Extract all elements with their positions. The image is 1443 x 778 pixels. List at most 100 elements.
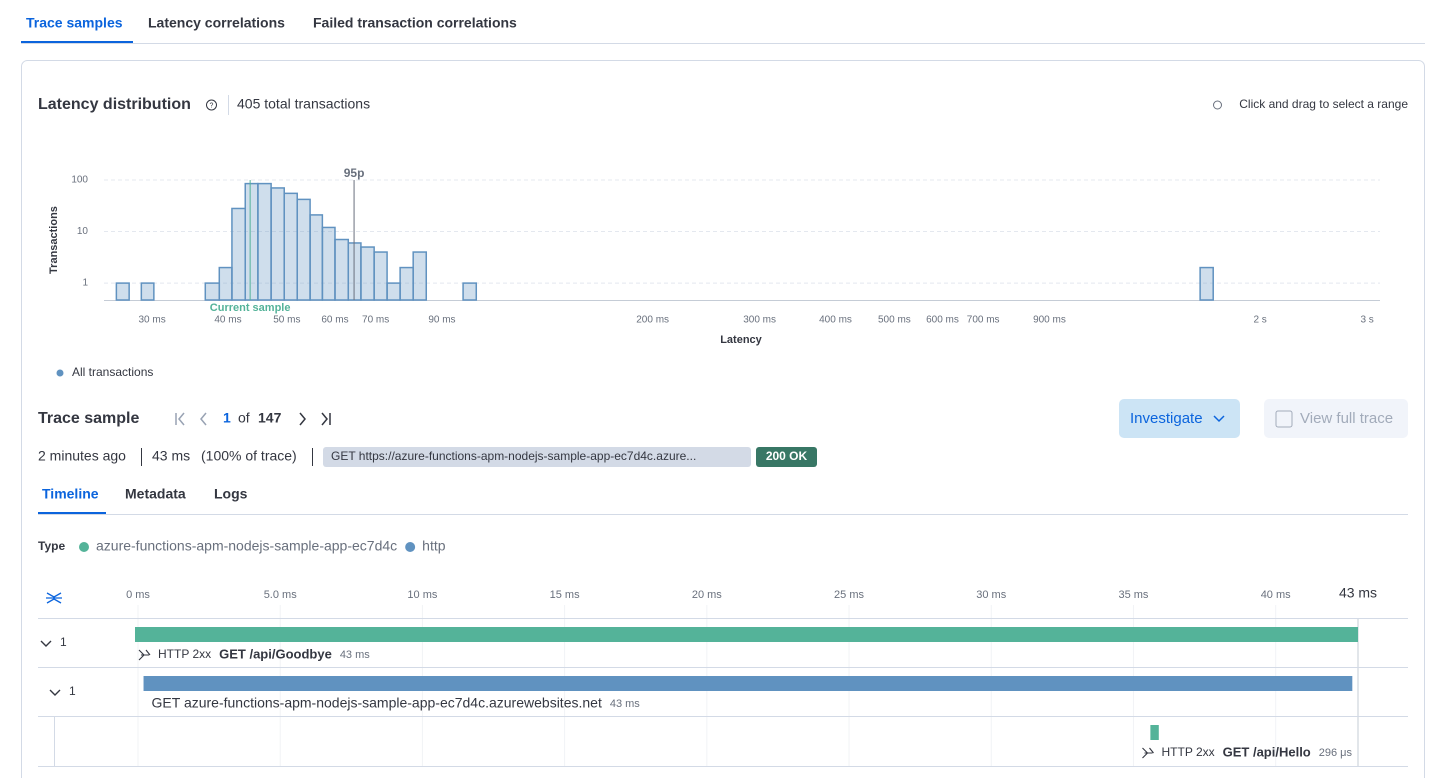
info-icon xyxy=(1213,100,1222,110)
section-title: Latency distribution xyxy=(38,96,191,113)
x-tick-label: 500 ms xyxy=(878,315,911,326)
x-tick-label: 10 ms xyxy=(407,589,437,601)
trace-age: 2 minutes ago xyxy=(38,448,126,464)
histogram-bar xyxy=(347,242,362,301)
histogram-bar xyxy=(309,214,324,301)
x-tick-label: 200 ms xyxy=(636,315,669,326)
type-legend: azure-functions-apm-nodejs-sample-app-ec… xyxy=(79,538,446,554)
child-count: 1 xyxy=(69,684,76,698)
x-tick-label: 30 ms xyxy=(138,315,165,326)
histogram-bar xyxy=(218,266,233,301)
histogram-bar xyxy=(283,192,298,301)
histogram-bar xyxy=(321,226,336,301)
span-name: GET azure-functions-apm-nodejs-sample-ap… xyxy=(152,695,602,711)
button-label: View full trace xyxy=(1300,410,1393,427)
span-bar xyxy=(143,676,1353,691)
x-tick-label: 60 ms xyxy=(321,315,348,326)
y-tick-label: 10 xyxy=(77,226,89,237)
x-tick-label: 2 s xyxy=(1253,315,1266,326)
marker-label: 95p xyxy=(344,166,365,180)
page-count: 147 xyxy=(258,410,282,426)
tab[interactable]: Logs xyxy=(214,486,248,502)
button-label: Investigate xyxy=(1130,410,1203,427)
tab[interactable]: Metadata xyxy=(125,486,186,502)
x-tick-label: 70 ms xyxy=(362,315,389,326)
x-tick-label: 0 ms xyxy=(126,589,150,601)
pagination-icons xyxy=(175,412,331,426)
legend-dot xyxy=(79,542,89,552)
histogram-bar xyxy=(360,246,375,301)
tab[interactable]: Trace samples xyxy=(26,15,123,31)
request-badge xyxy=(323,447,751,467)
x-tick-label: 20 ms xyxy=(692,589,722,601)
hint: Click and drag to select a range xyxy=(1239,97,1408,111)
span-duration: 43 ms xyxy=(610,698,640,710)
help-icon[interactable] xyxy=(206,99,217,111)
histogram: 1 10 100 30 ms 40 ms 50 ms 60 ms 70 ms 90 ms 200 … xyxy=(48,166,1380,379)
x-tick-label: 3 s xyxy=(1360,315,1373,326)
span-duration: 296 μs xyxy=(1319,747,1353,759)
tab[interactable]: Failed transaction correlations xyxy=(313,15,517,31)
legend-label: All transactions xyxy=(72,365,153,379)
x-tick-label: 90 ms xyxy=(428,315,455,326)
histogram-bar xyxy=(204,282,221,301)
x-tick-label: 40 ms xyxy=(1261,589,1291,601)
status: HTTP 2xx xyxy=(1162,745,1215,759)
x-tick-label: 15 ms xyxy=(550,589,580,601)
legend-dot xyxy=(405,542,416,552)
span-bar xyxy=(1150,725,1159,740)
trace-icon xyxy=(1275,410,1293,428)
collapse-icon[interactable] xyxy=(46,592,62,604)
histogram-bar xyxy=(462,282,478,301)
expand-toggle[interactable] xyxy=(49,689,61,696)
tab-underline xyxy=(38,512,106,514)
trace-duration: 43 ms xyxy=(152,448,190,464)
legend-dot xyxy=(56,369,64,377)
view-trace-button[interactable] xyxy=(1264,399,1408,438)
http-icon xyxy=(138,649,151,661)
x-tick-label: 5.0 ms xyxy=(264,589,298,601)
histogram-bar xyxy=(231,207,246,301)
legend-label: http xyxy=(422,538,446,554)
first-page[interactable] xyxy=(175,412,185,426)
expand-toggle[interactable] xyxy=(40,640,52,647)
x-tick-label: 900 ms xyxy=(1033,315,1066,326)
investigate-button[interactable] xyxy=(1119,399,1240,438)
x-tick-label: 30 ms xyxy=(976,589,1006,601)
timeline: 0 ms 5.0 ms 10 ms 15 ms 20 ms 25 ms 30 ms 35 ms… xyxy=(38,585,1408,767)
request-url: GET https://azure-functions-apm-nodejs-s… xyxy=(331,449,696,463)
total-count: 405 total transactions xyxy=(237,96,370,112)
span-name: GET /api/Goodbye xyxy=(219,646,332,661)
panel xyxy=(21,60,1425,778)
x-tick-label: 700 ms xyxy=(967,315,1000,326)
child-count: 1 xyxy=(60,635,67,649)
current-page[interactable]: 1 xyxy=(223,410,231,426)
chevron xyxy=(1213,415,1225,423)
x-tick-label: 25 ms xyxy=(834,589,864,601)
histogram-bar xyxy=(334,238,350,301)
x-tick-label: 400 ms xyxy=(819,315,852,326)
next-page[interactable] xyxy=(299,412,306,426)
http-icon xyxy=(1142,747,1154,759)
page-of: of xyxy=(238,410,250,426)
span-name: GET /api/Hello xyxy=(1223,744,1311,759)
histogram-bar xyxy=(115,282,130,301)
prev-page[interactable] xyxy=(200,412,207,426)
y-tick-label: 100 xyxy=(71,175,88,186)
total-label: 43 ms xyxy=(1339,585,1377,601)
trace-share: (100% of trace) xyxy=(201,448,297,464)
histogram-bar xyxy=(270,187,285,301)
histogram-bar xyxy=(373,251,388,301)
tab[interactable]: Latency correlations xyxy=(148,15,285,31)
y-axis-label: Transactions xyxy=(48,206,60,274)
type-label: Type xyxy=(38,539,65,553)
last-page[interactable] xyxy=(321,412,331,426)
status: 200 OK xyxy=(766,449,808,463)
y-tick-label: 1 xyxy=(82,278,88,289)
x-tick-label: 40 ms xyxy=(214,315,241,326)
x-tick-label: 300 ms xyxy=(743,315,776,326)
tab[interactable]: Timeline xyxy=(42,486,99,502)
histogram-bar xyxy=(244,182,259,301)
section-title: Trace sample xyxy=(38,410,140,427)
